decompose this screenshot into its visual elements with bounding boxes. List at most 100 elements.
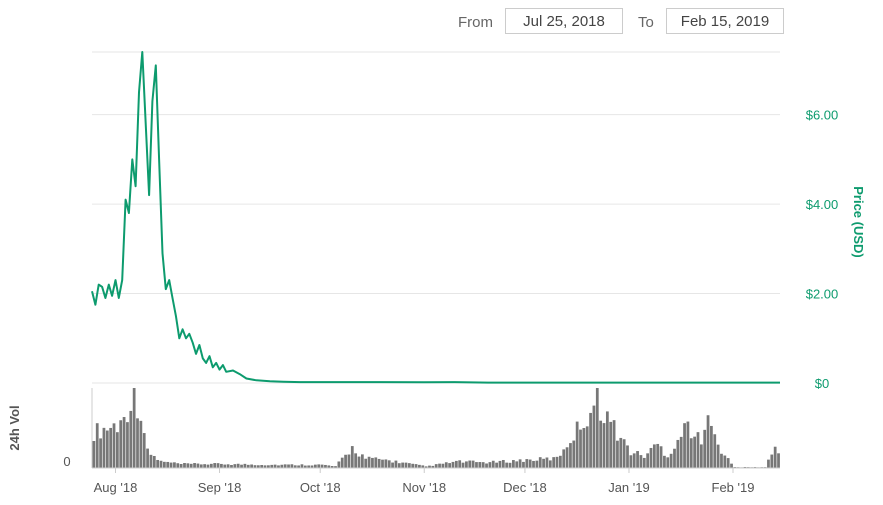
volume-bar (699, 444, 703, 468)
volume-bar (317, 464, 321, 468)
volume-bar (287, 464, 290, 468)
volume-bar (431, 465, 435, 468)
volume-bar (572, 440, 576, 468)
volume-bar (256, 465, 260, 468)
volume-bar (703, 429, 707, 468)
volume-bar (555, 456, 559, 468)
volume-bar (280, 464, 284, 468)
volume-bar (565, 447, 569, 468)
volume-bar (102, 427, 106, 468)
volume-bar (166, 461, 170, 468)
price-tick-label: $2.00 (806, 287, 839, 302)
volume-tick-label: 0 (63, 454, 70, 469)
volume-bar (602, 423, 606, 468)
volume-bar (109, 427, 113, 468)
volume-bar (367, 456, 371, 468)
volume-bar (579, 429, 582, 468)
volume-bar (693, 436, 696, 468)
volume-bar (689, 438, 693, 468)
volume-bar (522, 461, 525, 468)
volume-bar (434, 464, 438, 468)
volume-bar (498, 460, 502, 468)
volume-bar (371, 457, 374, 468)
volume-bar (518, 459, 522, 468)
volume-bar (283, 464, 287, 468)
volume-bar (199, 464, 203, 468)
date-range-selector: From Jul 25, 2018 To Feb 15, 2019 (450, 8, 870, 38)
volume-bar (495, 462, 498, 468)
volume-bar (267, 465, 270, 468)
volume-bar (488, 462, 492, 468)
volume-bar (599, 420, 603, 468)
volume-bar (230, 465, 233, 468)
volume-bar (277, 465, 280, 468)
volume-bar (216, 463, 220, 468)
volume-bar (407, 463, 411, 468)
volume-bar (186, 463, 190, 468)
volume-bar (582, 428, 586, 468)
volume-bar (139, 420, 143, 468)
volume-bar (659, 446, 663, 468)
volume-bar (465, 461, 468, 468)
volume-bar (189, 463, 193, 468)
volume-bar (595, 388, 599, 468)
volume-bar (327, 465, 331, 468)
volume-bar (649, 447, 653, 468)
volume-bar (364, 458, 368, 468)
volume-bar (391, 462, 394, 468)
volume-bar (444, 462, 448, 468)
price-series-line (91, 51, 780, 384)
volume-bar (609, 421, 613, 468)
volume-bar (585, 426, 589, 468)
volume-bar (129, 410, 133, 468)
volume-bar (243, 463, 247, 468)
volume-bar (374, 457, 378, 468)
volume-bar (173, 462, 176, 468)
volume-bar (250, 464, 253, 468)
volume-bar (686, 421, 690, 468)
volume-bar (592, 405, 596, 468)
volume-bar (350, 446, 354, 468)
volume-bar (777, 453, 780, 468)
x-tick-label: Aug '18 (94, 480, 138, 495)
volume-bar (183, 463, 186, 468)
volume-bar (122, 417, 126, 468)
volume-bar (558, 455, 562, 468)
volume-bar (723, 455, 727, 468)
volume-bar (605, 411, 609, 468)
volume-bar (132, 388, 136, 468)
volume-bar (616, 440, 619, 468)
volume-bar (458, 460, 462, 468)
x-tick-label: Dec '18 (503, 480, 547, 495)
volume-bar (203, 464, 207, 468)
price-tick-label: $4.00 (806, 197, 839, 212)
volume-bar (300, 464, 304, 468)
volume-bar (666, 457, 670, 468)
volume-bar (293, 465, 297, 468)
volume-bar (428, 465, 431, 468)
volume-bar (652, 444, 656, 468)
volume-bar (233, 464, 237, 468)
from-label: From (458, 14, 493, 31)
volume-bar (525, 459, 529, 468)
volume-bar (656, 443, 660, 468)
volume-bar (619, 437, 623, 468)
to-date-input[interactable]: Feb 15, 2019 (666, 8, 784, 34)
from-date-input[interactable]: Jul 25, 2018 (505, 8, 623, 34)
to-label: To (638, 14, 654, 31)
volume-bar (501, 459, 505, 468)
x-tick-label: Nov '18 (402, 480, 446, 495)
volume-bar (397, 463, 401, 468)
volume-bar (253, 465, 257, 468)
volume-bar (676, 439, 680, 468)
volume-bar (334, 466, 337, 468)
volume-bar (535, 460, 539, 468)
volume-bar (663, 455, 666, 468)
volume-bar (246, 464, 250, 468)
volume-bar (569, 443, 572, 468)
volume-bar (220, 463, 223, 468)
volume-bar (669, 453, 673, 468)
volume-bar (324, 464, 327, 468)
volume-bar (710, 425, 713, 468)
